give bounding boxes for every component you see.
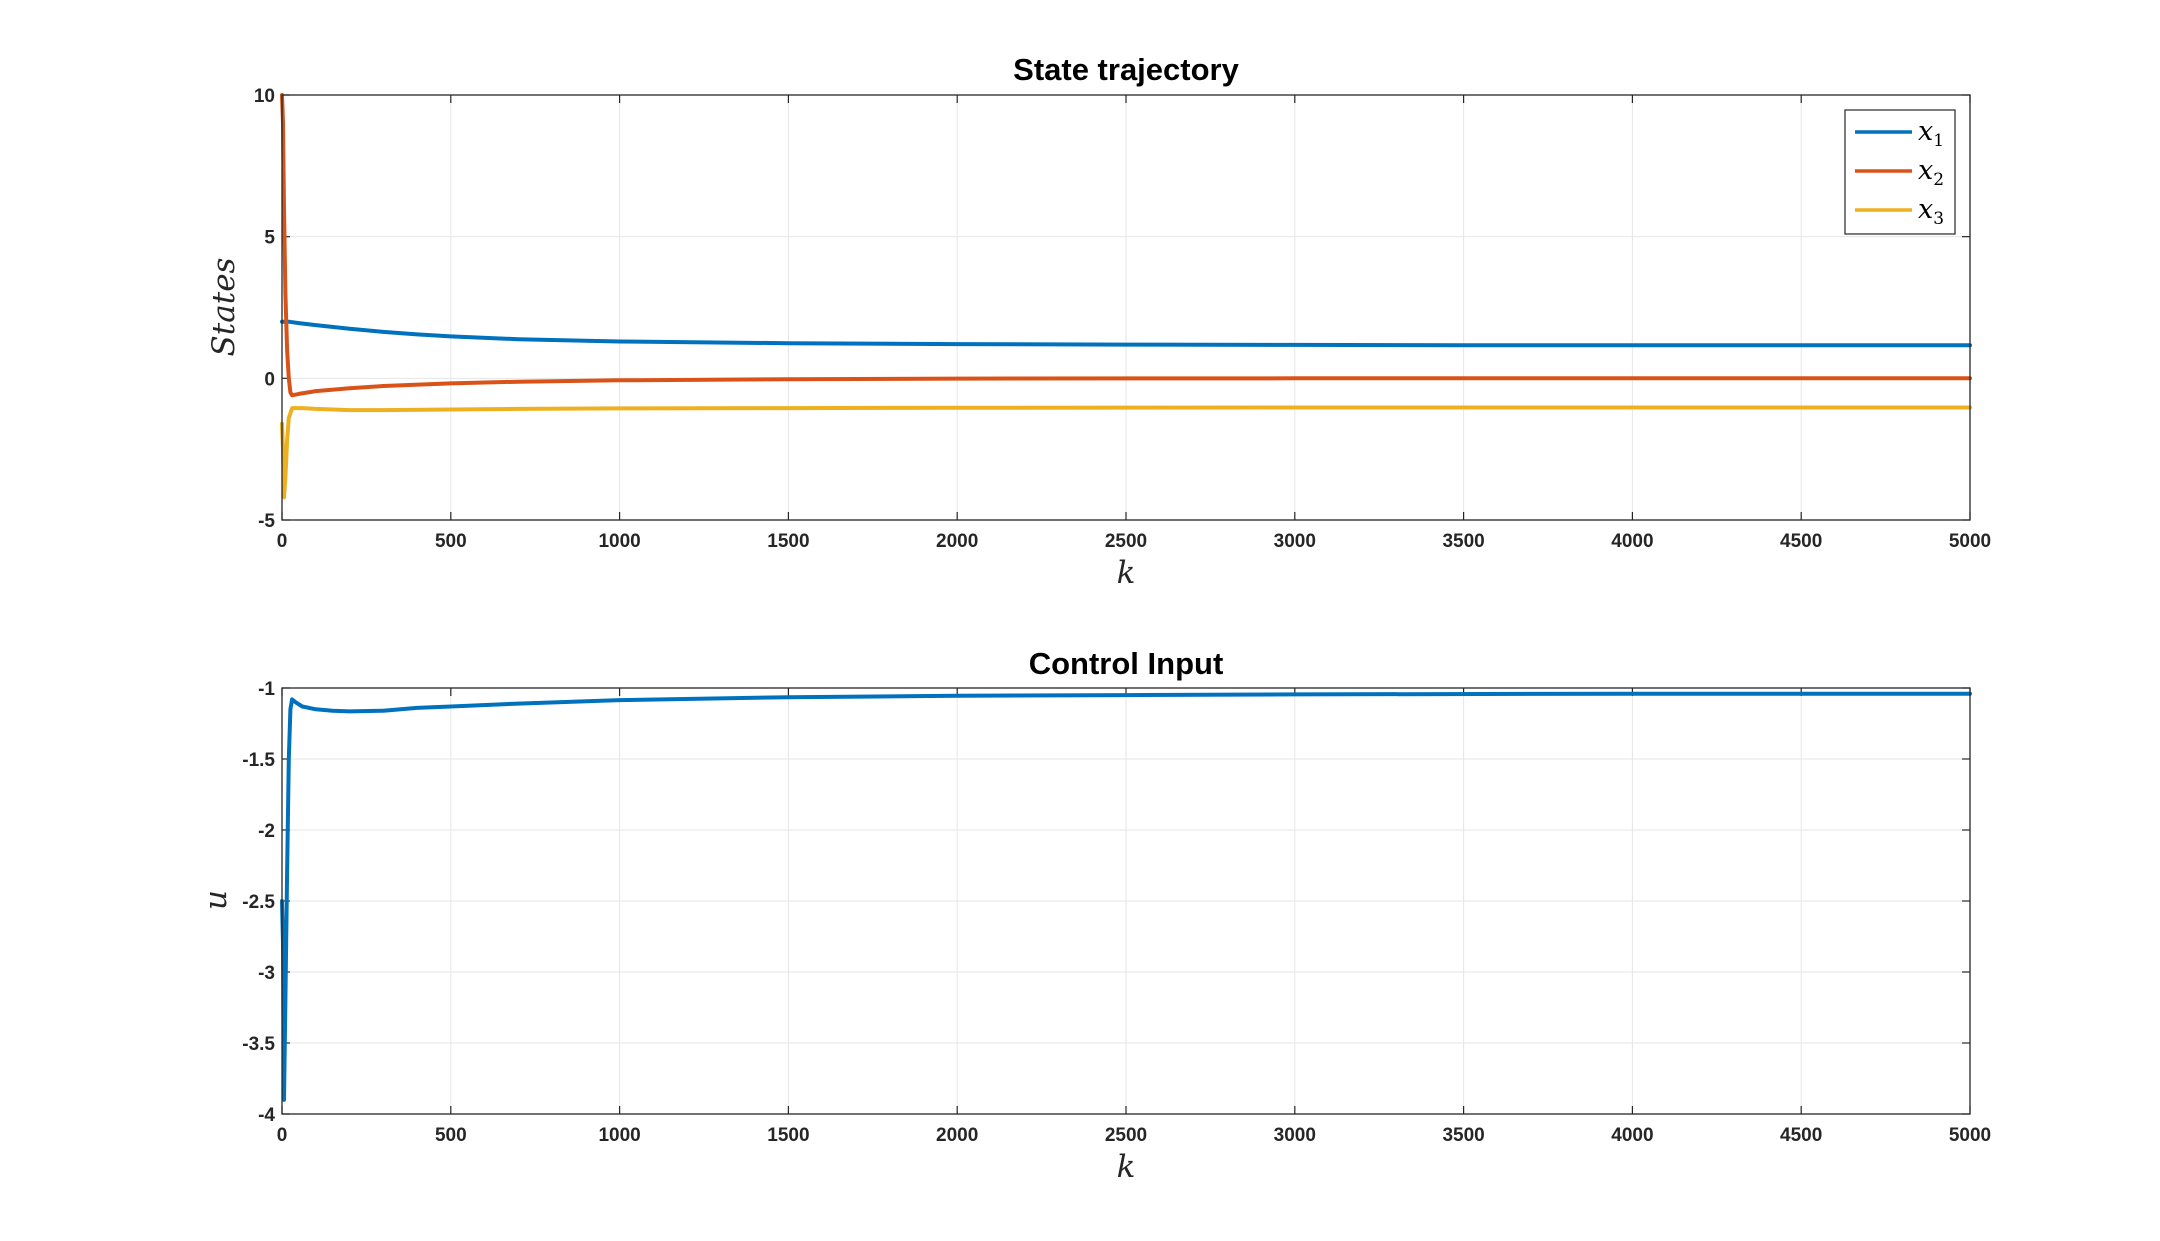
x-tick-label: 5000 [1949, 531, 1991, 552]
control-input-title: Control Input [1029, 646, 1224, 681]
x-tick-label: 2000 [936, 531, 978, 552]
series-line-x1 [280, 319, 1972, 348]
x-tick-label: 500 [435, 1125, 467, 1146]
y-tick-label: -1 [258, 679, 275, 700]
y-tick-label: -2.5 [242, 892, 275, 913]
x-tick-label: 4500 [1780, 1125, 1822, 1146]
legend: x1 x2 x3 [1844, 109, 1956, 235]
x-tick-label: 1500 [767, 1125, 809, 1146]
x-tick-label: 0 [277, 531, 288, 552]
legend-item-x2: x2 [1855, 155, 1944, 190]
state-trajectory-title: State trajectory [1013, 52, 1239, 87]
x-tick-label: 2000 [936, 1125, 978, 1146]
state-trajectory-axes-box [281, 94, 1971, 521]
y-tick-label: 10 [254, 86, 275, 107]
legend-label-x2: x2 [1918, 155, 1944, 190]
y-tick-label: -3 [258, 963, 275, 984]
control-input-ylabel: u [198, 890, 234, 910]
x-tick-label: 4000 [1611, 1125, 1653, 1146]
control-input-series [280, 691, 1972, 1102]
x-tick-label: 2500 [1105, 531, 1147, 552]
state-trajectory-ylabel: States [206, 258, 242, 357]
x-tick-label: 500 [435, 531, 467, 552]
legend-item-x3: x3 [1855, 194, 1944, 229]
control-input-ticks: 0 500 1000 1500 2000 2500 3000 3500 4000 4500 5000… [242, 679, 1991, 1146]
series-line-u-0 [280, 691, 1972, 1102]
y-tick-label: -4 [258, 1105, 275, 1126]
x-tick-label: 3000 [1274, 1125, 1316, 1146]
state-trajectory-series [280, 93, 1972, 500]
control-input-axes-box [281, 687, 1971, 1115]
control-input-xlabel: k [1117, 1149, 1136, 1185]
y-tick-label: -5 [258, 511, 275, 532]
state-trajectory-axes: 0 500 1000 1500 2000 2500 3000 3500 4000 4500 5000… [206, 52, 1991, 591]
y-tick-label: 0 [264, 369, 275, 390]
y-tick-label: 5 [264, 228, 275, 249]
x-tick-label: 3500 [1442, 1125, 1484, 1146]
x-tick-label: 5000 [1949, 1125, 1991, 1146]
x-tick-label: 0 [277, 1125, 288, 1146]
x-tick-label: 1000 [598, 1125, 640, 1146]
legend-label-x3: x3 [1918, 194, 1944, 229]
state-trajectory-xlabel: k [1117, 555, 1136, 591]
y-tick-label: -2 [258, 821, 275, 842]
y-tick-label: -1.5 [242, 750, 275, 771]
x-tick-label: 1500 [767, 531, 809, 552]
x-tick-label: 3000 [1274, 531, 1316, 552]
x-tick-label: 1000 [598, 531, 640, 552]
legend-item-x1: x1 [1855, 116, 1944, 151]
x-tick-label: 2500 [1105, 1125, 1147, 1146]
control-input-axes: 0 500 1000 1500 2000 2500 3000 3500 4000 4500 5000… [198, 646, 1991, 1185]
series-line-x3 [280, 405, 1972, 500]
y-tick-label: -3.5 [242, 1034, 275, 1055]
x-tick-label: 4500 [1780, 531, 1822, 552]
legend-label-x1: x1 [1918, 116, 1944, 151]
x-tick-label: 3500 [1442, 531, 1484, 552]
series-line-x2 [280, 93, 1972, 398]
x-tick-label: 4000 [1611, 531, 1653, 552]
